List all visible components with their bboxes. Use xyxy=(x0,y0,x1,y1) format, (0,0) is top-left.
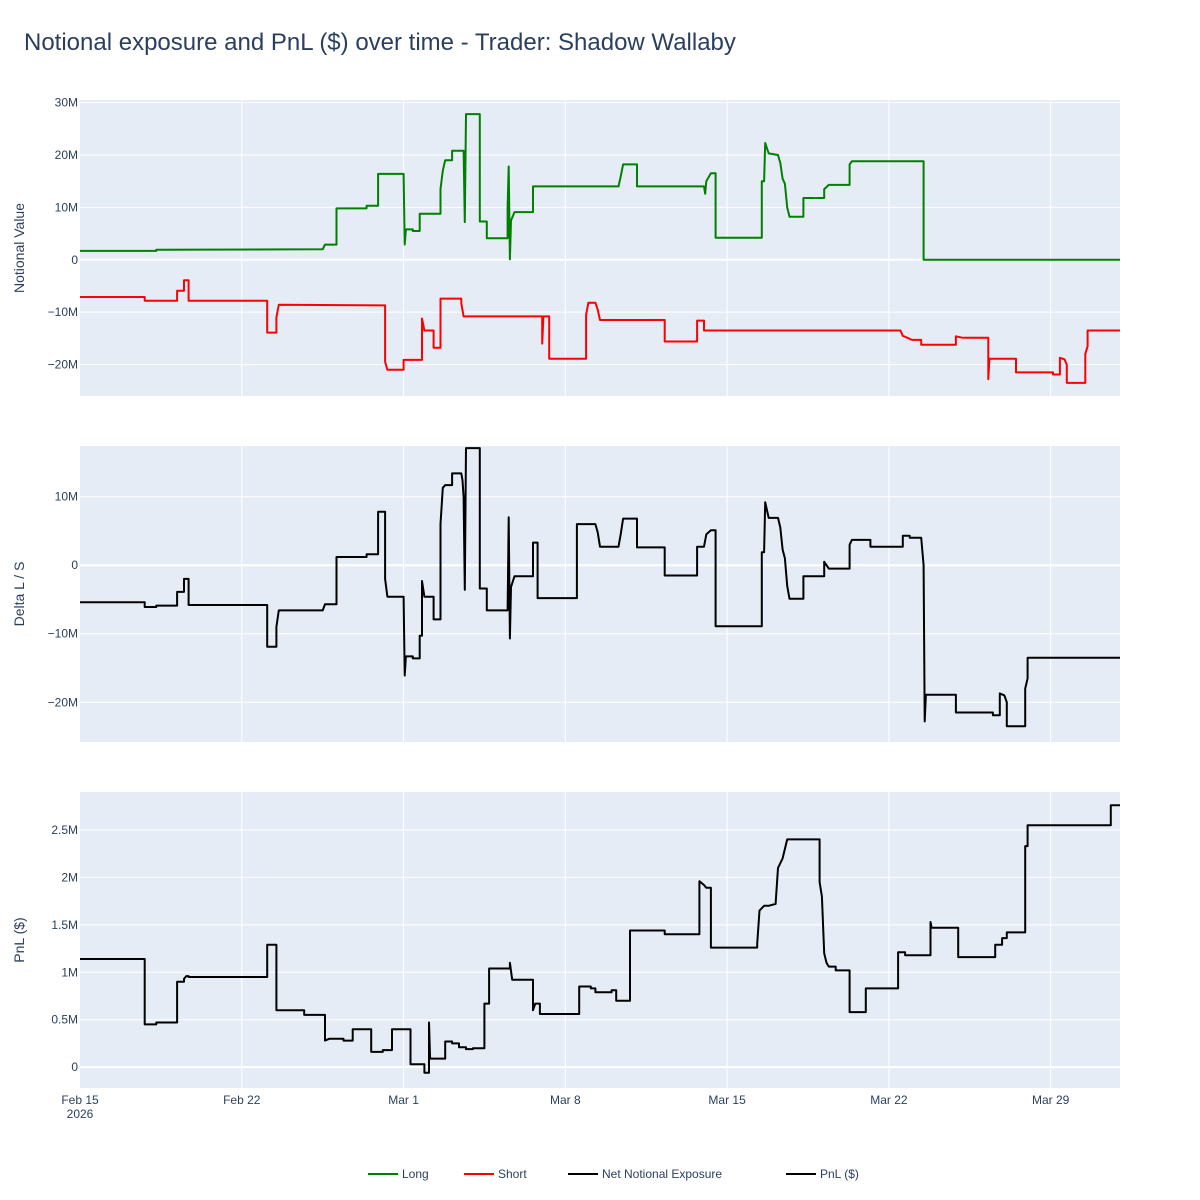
x-tick-label: Mar 1 xyxy=(388,1093,419,1107)
x-tick-label: Mar 22 xyxy=(870,1093,908,1107)
series-group-delta xyxy=(80,447,1120,728)
y-tick-label: 0 xyxy=(71,253,78,267)
plot-area-delta[interactable] xyxy=(80,446,1120,742)
y-tick-label: 1.5M xyxy=(51,918,78,932)
legend-label: Short xyxy=(498,1167,527,1181)
y-tick-label: 10M xyxy=(55,200,78,214)
subplot-notional: 30M 20M 10M 0 −10M −20M Notional Value xyxy=(11,96,1200,396)
plot-area-notional[interactable] xyxy=(80,100,1120,396)
y-tick-label: 2M xyxy=(61,870,78,884)
series-group-notional xyxy=(80,113,1200,384)
y-tick-label: 0 xyxy=(71,558,78,572)
y-tick-label: 2.5M xyxy=(51,823,78,837)
x-tick-label: Feb 22 xyxy=(223,1093,261,1107)
legend-label: PnL ($) xyxy=(820,1167,859,1181)
x-tick-label: Mar 8 xyxy=(550,1093,581,1107)
legend-label: Long xyxy=(402,1167,429,1181)
subplot-pnl: 2.5M 2M 1.5M 1M 0.5M 0 PnL ($) xyxy=(11,792,1120,1088)
x-tick-label: Mar 15 xyxy=(708,1093,746,1107)
legend[interactable]: Long Short Net Notional Exposure PnL ($) xyxy=(368,1167,859,1181)
legend-label: Net Notional Exposure xyxy=(602,1167,722,1181)
subplots: 30M 20M 10M 0 −10M −20M Notional Value 10M 0 −10M… xyxy=(11,96,1200,1088)
legend-item-net-notional-exposure[interactable]: Net Notional Exposure xyxy=(568,1167,722,1181)
legend-item-long[interactable]: Long xyxy=(368,1167,429,1181)
y-tick-label: 1M xyxy=(61,965,78,979)
y-axis-title-notional: Notional Value xyxy=(11,203,27,293)
y-tick-label: 0 xyxy=(71,1060,78,1074)
y-tick-label: 20M xyxy=(55,148,78,162)
y-axis-title-pnl: PnL ($) xyxy=(11,917,27,962)
y-tick-label: −10M xyxy=(48,305,78,319)
x-tick-sublabel: 2026 xyxy=(67,1107,94,1121)
series-line-pnl[interactable] xyxy=(80,804,1120,1074)
series-line-short[interactable] xyxy=(80,260,1200,384)
series-group-pnl xyxy=(80,804,1120,1074)
y-tick-label: 30M xyxy=(55,96,78,110)
chart-title: Notional exposure and PnL ($) over time … xyxy=(24,29,736,56)
x-tick-label: Mar 29 xyxy=(1032,1093,1070,1107)
y-tick-label: 10M xyxy=(55,490,78,504)
y-axis-title-delta: Delta L / S xyxy=(11,562,27,627)
x-tick-label: Feb 15 xyxy=(61,1093,99,1107)
plot-area-pnl[interactable] xyxy=(80,792,1120,1088)
legend-item-pnl[interactable]: PnL ($) xyxy=(786,1167,859,1181)
subplot-delta: 10M 0 −10M −20M Delta L / S xyxy=(11,446,1120,742)
y-tick-label: 0.5M xyxy=(51,1013,78,1027)
series-line-long[interactable] xyxy=(80,113,1120,261)
y-tick-label: −20M xyxy=(48,358,78,372)
legend-item-short[interactable]: Short xyxy=(464,1167,527,1181)
y-tick-label: −10M xyxy=(48,627,78,641)
y-tick-label: −20M xyxy=(48,695,78,709)
series-line-net-notional-exposure[interactable] xyxy=(80,447,1120,728)
